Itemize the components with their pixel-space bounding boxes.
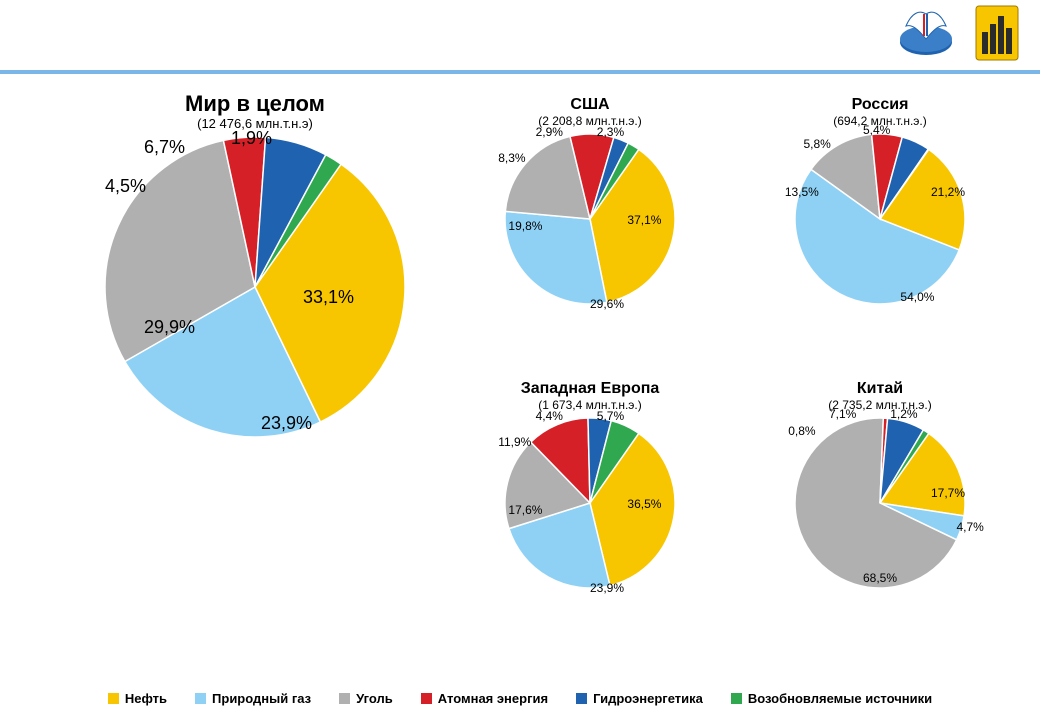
globe-logo-icon bbox=[896, 6, 956, 60]
chart-china-subtitle: (2 735,2 млн.т.н.э.) bbox=[740, 398, 1020, 412]
chart-weurope-subtitle: (1 673,4 млн.т.н.э.) bbox=[450, 398, 730, 412]
pie-label-renewable: 2,3% bbox=[597, 125, 624, 139]
chart-usa: США(2 208,8 млн.т.н.э.) 37,1%29,6%19,8%8,… bbox=[450, 96, 730, 304]
pie-label-nuclear: 5,8% bbox=[804, 137, 831, 151]
legend-label-coal: Уголь bbox=[356, 691, 393, 706]
pie-label-coal: 29,9% bbox=[144, 317, 195, 338]
pie-label-coal: 19,8% bbox=[508, 219, 542, 233]
pie-label-renewable: 1,9% bbox=[231, 128, 272, 149]
pie-label-hydro: 5,4% bbox=[863, 123, 890, 137]
pie-label-nuclear: 4,5% bbox=[105, 176, 146, 197]
legend-swatch-nuclear bbox=[421, 693, 432, 704]
pie-label-oil: 33,1% bbox=[303, 287, 354, 308]
pie-label-coal: 17,6% bbox=[508, 503, 542, 517]
legend-item-nuclear: Атомная энергия bbox=[421, 691, 548, 706]
pie-label-oil: 37,1% bbox=[627, 213, 661, 227]
legend-swatch-gas bbox=[195, 693, 206, 704]
pie-label-gas: 4,7% bbox=[957, 520, 984, 534]
pie-label-oil: 36,5% bbox=[627, 497, 661, 511]
legend-label-nuclear: Атомная энергия bbox=[438, 691, 548, 706]
pie-label-oil: 21,2% bbox=[931, 185, 965, 199]
pie-label-nuclear: 0,8% bbox=[788, 424, 815, 438]
legend-item-hydro: Гидроэнергетика bbox=[576, 691, 703, 706]
chart-world: Мир в целом (12 476,6 млн.т.н.э) 33,1%23… bbox=[60, 92, 450, 437]
pie-label-hydro: 6,7% bbox=[144, 137, 185, 158]
chart-china-pie: 17,7%4,7%68,5%0,8%7,1%1,2% bbox=[795, 418, 965, 588]
legend-swatch-oil bbox=[108, 693, 119, 704]
legend-item-oil: Нефть bbox=[108, 691, 167, 706]
pie-label-gas: 54,0% bbox=[900, 290, 934, 304]
legend-label-renewable: Возобновляемые источники bbox=[748, 691, 932, 706]
legend-label-hydro: Гидроэнергетика bbox=[593, 691, 703, 706]
legend: Нефть Природный газ Уголь Атомная энерги… bbox=[0, 691, 1040, 706]
pie-label-gas: 23,9% bbox=[590, 581, 624, 595]
pie-label-gas: 29,6% bbox=[590, 297, 624, 311]
legend-swatch-hydro bbox=[576, 693, 587, 704]
pie-label-hydro: 7,1% bbox=[829, 407, 856, 421]
pie-label-oil: 17,7% bbox=[931, 486, 965, 500]
chart-usa-title: США bbox=[450, 96, 730, 114]
chart-china: Китай(2 735,2 млн.т.н.э.)17,7%4,7%68,5%0… bbox=[740, 380, 1020, 588]
legend-item-gas: Природный газ bbox=[195, 691, 311, 706]
legend-item-renewable: Возобновляемые источники bbox=[731, 691, 932, 706]
chart-world-pie: 33,1%23,9%29,9%4,5%6,7%1,9% bbox=[105, 137, 405, 437]
chart-usa-subtitle: (2 208,8 млн.т.н.э.) bbox=[450, 114, 730, 128]
chart-russia: Россия(694,2 млн.т.н.э.)21,2%54,0%13,5%5… bbox=[740, 96, 1020, 304]
pie-label-hydro: 4,4% bbox=[536, 409, 563, 423]
pie-label-coal: 68,5% bbox=[863, 571, 897, 585]
chart-russia-pie: 21,2%54,0%13,5%5,8%5,4% bbox=[795, 134, 965, 304]
legend-label-oil: Нефть bbox=[125, 691, 167, 706]
legend-item-coal: Уголь bbox=[339, 691, 393, 706]
chart-weurope-pie: 36,5%23,9%17,6%11,9%4,4%5,7% bbox=[505, 418, 675, 588]
pie-label-gas: 23,9% bbox=[261, 413, 312, 434]
chart-weurope-title: Западная Европа bbox=[450, 380, 730, 398]
rosneft-logo-icon bbox=[974, 4, 1020, 62]
pie-label-hydro: 2,9% bbox=[536, 125, 563, 139]
chart-usa-pie: 37,1%29,6%19,8%8,3%2,9%2,3% bbox=[505, 134, 675, 304]
pie-label-nuclear: 8,3% bbox=[498, 151, 525, 165]
legend-label-gas: Природный газ bbox=[212, 691, 311, 706]
pie-label-coal: 13,5% bbox=[785, 185, 819, 199]
chart-china-title: Китай bbox=[740, 380, 1020, 398]
chart-russia-title: Россия bbox=[740, 96, 1020, 114]
pie-label-renewable: 1,2% bbox=[890, 407, 917, 421]
legend-swatch-renewable bbox=[731, 693, 742, 704]
header-bar bbox=[0, 0, 1040, 74]
chart-world-title: Мир в целом bbox=[60, 92, 450, 116]
header-logos bbox=[896, 4, 1020, 62]
pie-label-renewable: 5,7% bbox=[597, 409, 624, 423]
pie-label-nuclear: 11,9% bbox=[498, 435, 531, 449]
legend-swatch-coal bbox=[339, 693, 350, 704]
chart-weurope: Западная Европа(1 673,4 млн.т.н.э.) 36,5%… bbox=[450, 380, 730, 588]
